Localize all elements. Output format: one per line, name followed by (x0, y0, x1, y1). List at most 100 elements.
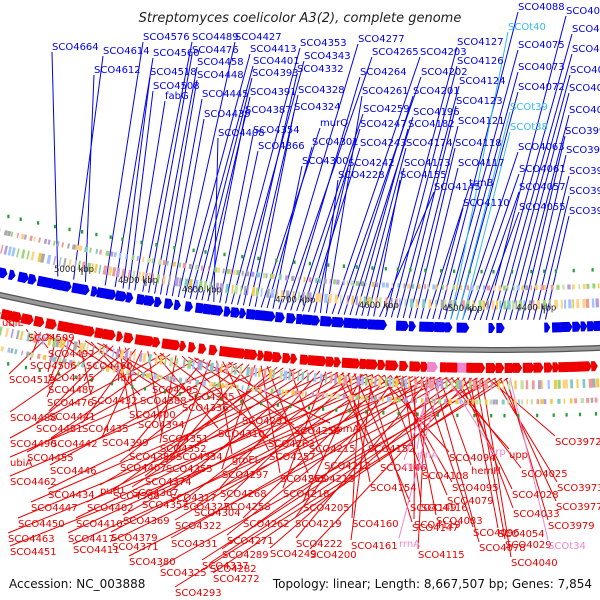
forward-gene-label[interactable]: SCO4196 (413, 107, 460, 118)
reverse-gene-label[interactable]: SCO4435 (82, 424, 129, 435)
forward-gene-label[interactable]: SCO4247 (360, 119, 407, 130)
reverse-gene-label[interactable]: SCO4215 (309, 444, 356, 455)
reverse-gene-label[interactable]: SCO4371 (112, 542, 159, 553)
reverse-gene-label[interactable]: upp (509, 450, 528, 461)
trna-gene-label[interactable]: SCOt34 (548, 541, 586, 552)
reverse-gene-label[interactable]: SCO3979 (548, 521, 595, 532)
rrna-gene-label[interactable]: rrnA (399, 539, 420, 550)
reverse-gene-label[interactable]: SCO4336 (182, 403, 229, 414)
reverse-gene-label[interactable]: SCO4400 (129, 410, 176, 421)
forward-gene-label[interactable]: SCO3992 (569, 166, 600, 177)
reverse-gene-label[interactable]: SCO4291 (242, 416, 289, 427)
reverse-gene-label[interactable]: SCO4492 (48, 349, 95, 360)
reverse-gene-label[interactable]: SCO4258 (224, 502, 271, 513)
reverse-gene-label[interactable]: SCO4094 (449, 453, 496, 464)
forward-gene-label[interactable]: SCO4301 (312, 137, 359, 148)
forward-gene-label[interactable]: SCO4408 (218, 128, 265, 139)
reverse-gene-label[interactable]: SCO4519 (9, 375, 56, 386)
reverse-gene-label[interactable]: SCO4417 (68, 534, 115, 545)
reverse-gene-label[interactable]: hemH (471, 466, 501, 477)
reverse-gene-label[interactable]: SCO4334 (176, 452, 223, 463)
reverse-gene-label[interactable]: fbiC (117, 373, 137, 384)
forward-gene-label[interactable]: SCO4007 (572, 24, 600, 35)
reverse-gene-label[interactable]: SCO4441 (49, 412, 96, 423)
forward-gene-label[interactable]: SCO4202 (421, 67, 468, 78)
forward-gene-label[interactable]: SCO4401 (253, 56, 300, 67)
reverse-gene-label[interactable]: SCO4475 (48, 373, 95, 384)
forward-gene-label[interactable]: SCO4061 (519, 164, 566, 175)
reverse-gene-label[interactable]: SCO4078 (479, 543, 526, 554)
reverse-gene-label[interactable]: SCO4369 (123, 516, 170, 527)
reverse-gene-label[interactable]: SCO4205 (303, 503, 350, 514)
reverse-gene-label[interactable]: SCO4352 (160, 444, 207, 455)
forward-gene-label[interactable]: SCO4182 (408, 119, 455, 130)
forward-gene-label[interactable]: SCO4614 (103, 46, 150, 57)
reverse-gene-label[interactable]: groEL (232, 455, 261, 466)
forward-gene-label[interactable]: murQ (320, 118, 348, 129)
forward-gene-label[interactable]: SCO4576 (143, 32, 190, 43)
forward-gene-label[interactable]: SCO4004 (572, 44, 600, 55)
forward-gene-label[interactable]: SCO4458 (197, 57, 244, 68)
reverse-gene-label[interactable]: SCO4268 (220, 489, 267, 500)
reverse-gene-label[interactable]: SCO4411 (73, 545, 120, 556)
reverse-gene-label[interactable]: SCO4257 (269, 452, 316, 463)
forward-gene-label[interactable]: SCO4391 (250, 87, 297, 98)
reverse-gene-label[interactable]: SCO4310 (218, 429, 265, 440)
reverse-gene-label[interactable]: SCO4317 (170, 493, 217, 504)
reverse-gene-label[interactable]: SCO4160 (352, 519, 399, 530)
reverse-gene-label[interactable]: SCO4095 (452, 483, 499, 494)
reverse-gene-label[interactable]: SCO4282 (210, 564, 257, 575)
reverse-gene-label[interactable]: SCO4432 (91, 396, 138, 407)
reverse-gene-label[interactable]: SCO4325 (160, 568, 207, 579)
forward-gene-label[interactable]: SCO4413 (250, 44, 297, 55)
forward-gene-label[interactable]: SCO4264 (360, 67, 407, 78)
forward-gene-label[interactable]: SCO4387 (245, 105, 292, 116)
forward-gene-label[interactable]: SCO4324 (294, 102, 341, 113)
forward-gene-label[interactable]: SCO4174 (406, 138, 453, 149)
forward-gene-label[interactable]: SCO4439 (204, 109, 251, 120)
forward-gene-label[interactable]: SCO4259 (363, 104, 410, 115)
reverse-gene-label[interactable]: SCO4116 (421, 503, 468, 514)
reverse-gene-label[interactable]: SCO4509 (28, 333, 75, 344)
forward-gene-label[interactable]: SCO4427 (235, 32, 282, 43)
reverse-gene-label[interactable]: SCO4410 (76, 519, 123, 530)
forward-gene-label[interactable]: SCO4075 (518, 40, 565, 51)
forward-gene-label[interactable]: SCO4560 (153, 48, 200, 59)
reverse-gene-label[interactable]: SCO4487 (48, 385, 95, 396)
reverse-gene-label[interactable]: SCO4200 (310, 550, 357, 561)
rrna-gene-label[interactable]: rrnA (417, 450, 438, 461)
reverse-gene-label[interactable]: SCO4407 (120, 463, 167, 474)
forward-gene-label[interactable]: SCO4612 (94, 65, 141, 76)
forward-gene-label[interactable]: SCO4124 (459, 76, 506, 87)
reverse-gene-label[interactable]: SCO4213 (308, 474, 355, 485)
forward-gene-label[interactable]: SCO4353 (300, 38, 347, 49)
reverse-gene-label[interactable]: SCO4152 (368, 444, 415, 455)
reverse-gene-label[interactable]: SCO4488 (10, 413, 57, 424)
forward-gene-label[interactable]: SCO4445 (202, 89, 249, 100)
reverse-gene-label[interactable]: SCO4304 (194, 508, 241, 519)
trna-gene-label[interactable]: SCOt39 (510, 102, 548, 113)
reverse-gene-label[interactable]: SCO4297 (222, 470, 269, 481)
rrna-gene-label[interactable]: srp (490, 447, 506, 458)
forward-gene-label[interactable]: SCO4055 (519, 202, 566, 213)
reverse-gene-label[interactable]: SCO4212 (324, 461, 371, 472)
forward-gene-label[interactable]: SCO4489 (192, 32, 239, 43)
reverse-gene-label[interactable]: SCO4222 (296, 539, 343, 550)
reverse-gene-label[interactable]: SCO4161 (351, 541, 398, 552)
forward-gene-label[interactable]: SCO4009 (566, 6, 600, 17)
reverse-gene-label[interactable]: SCO4147 (412, 523, 459, 534)
reverse-gene-label[interactable]: SCO4249 (270, 549, 317, 560)
reverse-gene-label[interactable]: SCO4025 (521, 469, 568, 480)
forward-gene-label[interactable]: SCO4343 (304, 51, 351, 62)
reverse-gene-label[interactable]: SCO4029 (505, 540, 552, 551)
reverse-gene-label[interactable]: SCO4355 (166, 464, 213, 475)
reverse-gene-label[interactable]: SCO4388 (140, 396, 187, 407)
forward-gene-label[interactable]: SCO4123 (456, 96, 503, 107)
forward-gene-label[interactable]: SCO4393 (252, 68, 299, 79)
reverse-gene-label[interactable]: SCO4079 (447, 496, 494, 507)
reverse-gene-label[interactable]: SCO4395 (152, 385, 199, 396)
forward-gene-label[interactable]: SCO4117 (458, 158, 505, 169)
reverse-gene-label[interactable]: SCO4115 (418, 550, 465, 561)
forward-gene-label[interactable]: SCO3990 (569, 186, 600, 197)
reverse-gene-label[interactable]: SCO3973 (557, 483, 600, 494)
